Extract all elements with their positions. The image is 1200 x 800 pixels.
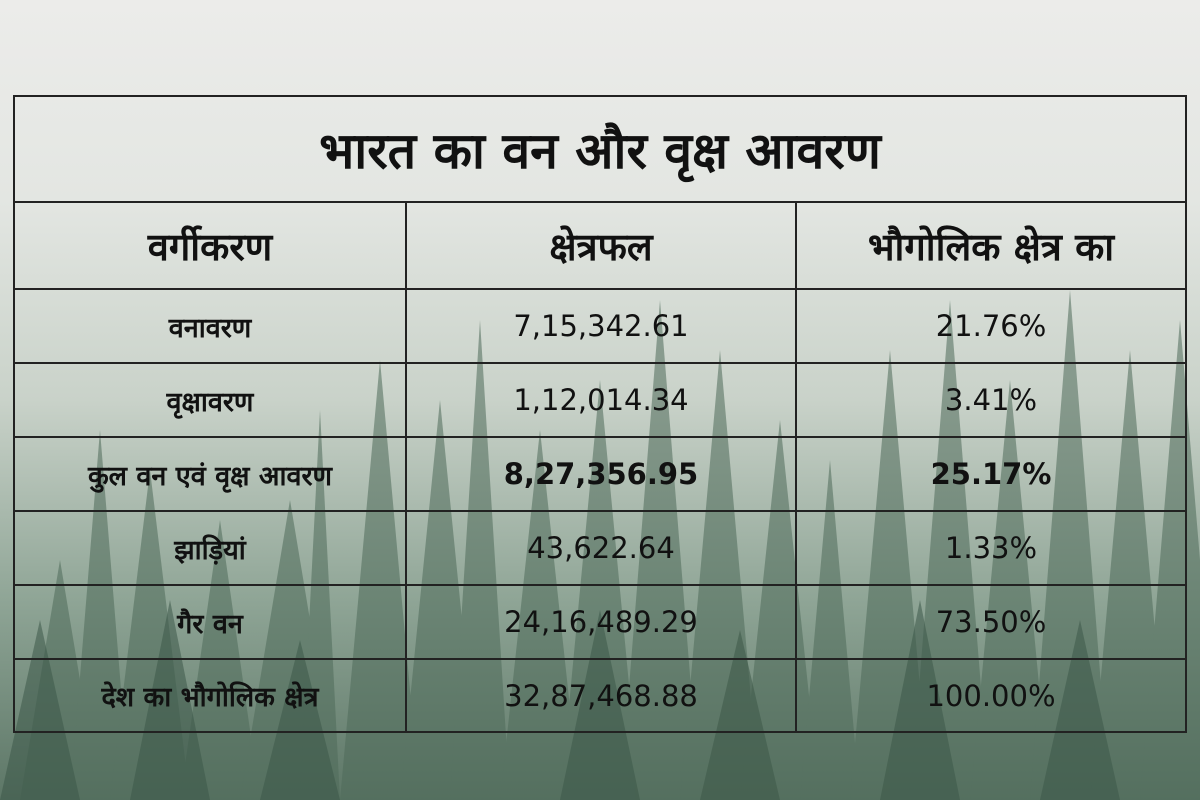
row-percent: 73.50% bbox=[935, 605, 1047, 639]
header-row: वर्गीकरण क्षेत्रफल भौगोलिक क्षेत्र का bbox=[15, 203, 1185, 290]
table-row: गैर वन 24,16,489.29 73.50% bbox=[15, 586, 1185, 660]
row-area: 43,622.64 bbox=[407, 512, 797, 584]
row-area: 24,16,489.29 bbox=[407, 586, 797, 658]
row-area: 1,12,014.34 bbox=[407, 364, 797, 436]
forest-cover-table: भारत का वन और वृक्ष आवरण वर्गीकरण क्षेत्… bbox=[13, 95, 1187, 733]
row-category: वृक्षावरण bbox=[15, 364, 407, 436]
table-title: भारत का वन और वृक्ष आवरण bbox=[15, 97, 1185, 203]
header-category: वर्गीकरण bbox=[15, 203, 407, 288]
row-percent: 21.76% bbox=[935, 309, 1047, 343]
row-category: वनावरण bbox=[15, 290, 407, 362]
row-category: कुल वन एवं वृक्ष आवरण bbox=[15, 438, 407, 510]
row-percent: 100.00% bbox=[926, 678, 1056, 713]
row-category: झाड़ियां bbox=[15, 512, 407, 584]
row-category: देश का भौगोलिक क्षेत्र bbox=[15, 660, 407, 731]
table-row: वनावरण 7,15,342.61 21.76% bbox=[15, 290, 1185, 364]
row-category: गैर वन bbox=[15, 586, 407, 658]
row-percent: 3.41% bbox=[944, 383, 1038, 417]
row-percent: 25.17% bbox=[930, 457, 1052, 491]
table-row-total: कुल वन एवं वृक्ष आवरण 8,27,356.95 25.17% bbox=[15, 438, 1185, 512]
row-area: 7,15,342.61 bbox=[407, 290, 797, 362]
header-geographic-share: भौगोलिक क्षेत्र का bbox=[867, 224, 1115, 269]
row-area: 32,87,468.88 bbox=[407, 660, 797, 731]
table-row: देश का भौगोलिक क्षेत्र 32,87,468.88 100.… bbox=[15, 660, 1185, 731]
row-area: 8,27,356.95 bbox=[407, 438, 797, 510]
table-row: वृक्षावरण 1,12,014.34 3.41% bbox=[15, 364, 1185, 438]
row-percent: 1.33% bbox=[944, 531, 1038, 565]
header-area: क्षेत्रफल bbox=[407, 203, 797, 288]
table-row: झाड़ियां 43,622.64 1.33% bbox=[15, 512, 1185, 586]
